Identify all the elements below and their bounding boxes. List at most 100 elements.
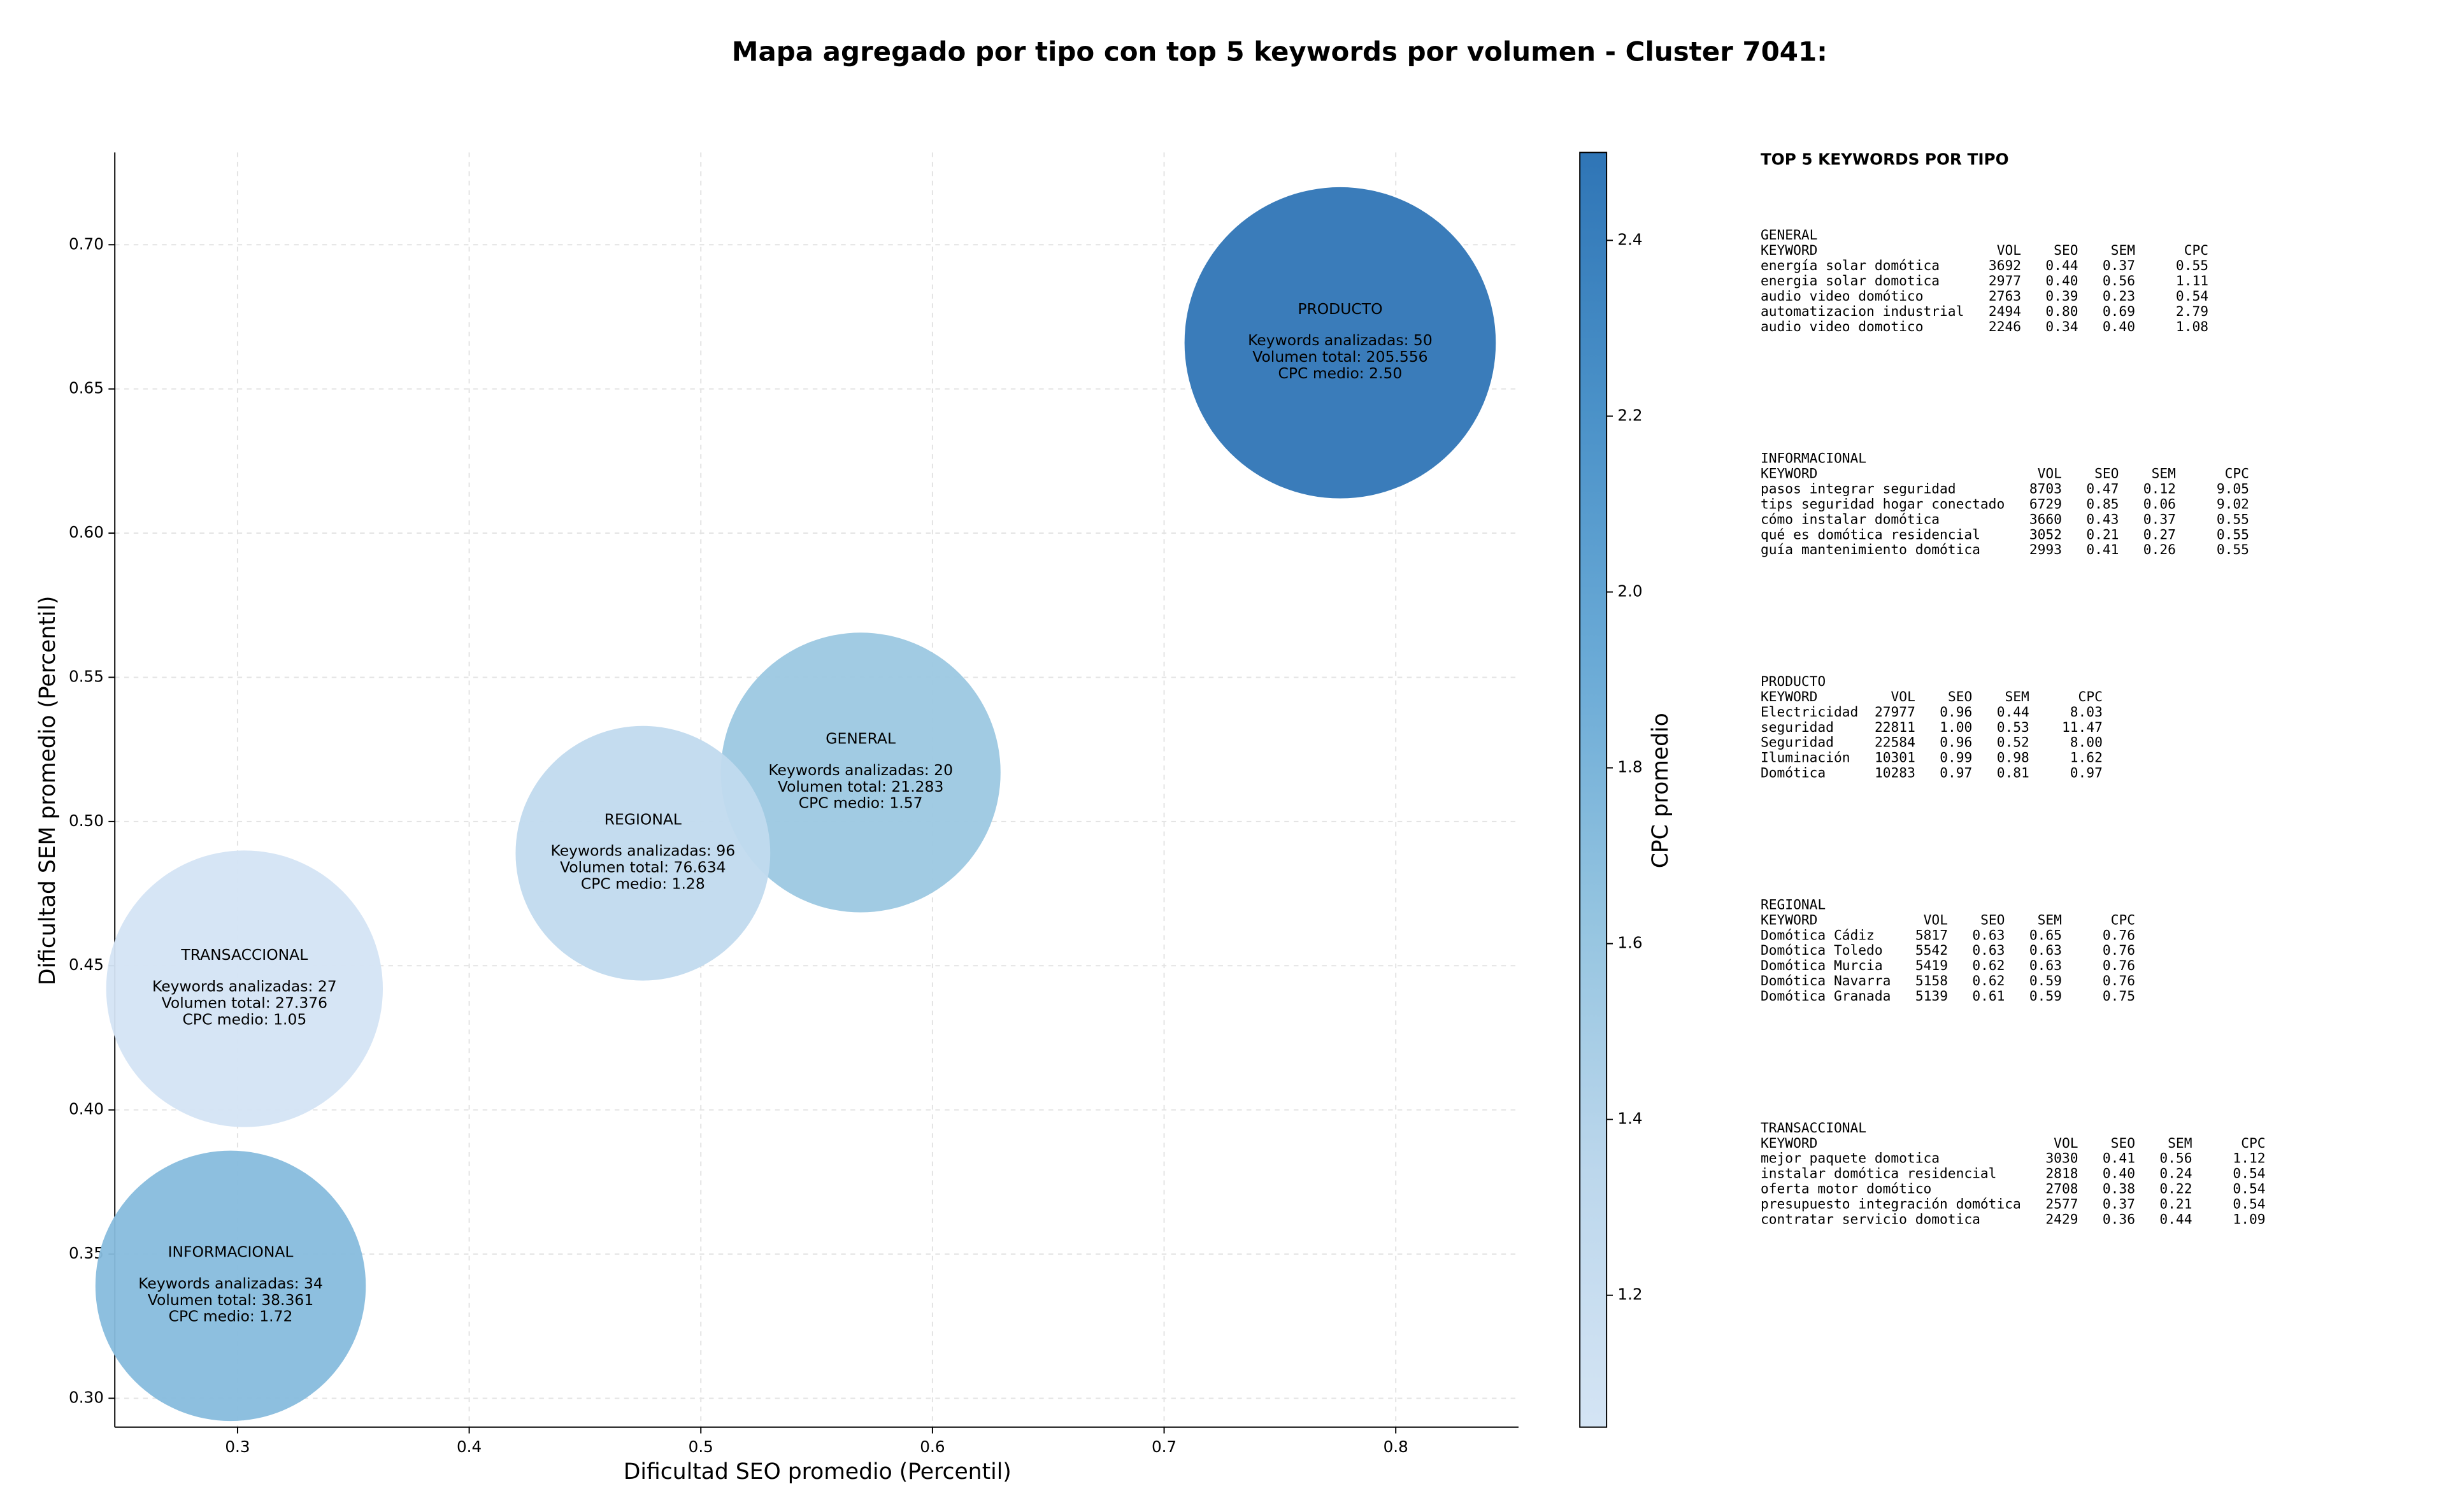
- table-cell: 2763: [1989, 289, 2021, 304]
- table-cell: 8703: [2029, 481, 2062, 497]
- table-cell: Electricidad: [1761, 704, 1858, 720]
- table-cell: 0.62: [1972, 973, 2005, 989]
- colorbar-tick-label: 1.4: [1617, 1109, 1642, 1128]
- table-cell: 2.79: [2176, 304, 2208, 320]
- table-cell: 5139: [1915, 988, 1948, 1004]
- bubble: [1184, 187, 1496, 499]
- group-name: TRANSACCIONAL: [1761, 1120, 1866, 1136]
- table-cell: 0.23: [2103, 289, 2135, 304]
- table-cell: tips seguridad hogar conectado: [1761, 496, 2005, 512]
- table-cell: 0.63: [1972, 943, 2005, 959]
- group-name: REGIONAL: [1761, 897, 1826, 913]
- bubble-detail: CPC medio: 1.05: [182, 1010, 306, 1028]
- bubble-detail: Volumen total: 205.556: [1252, 348, 1427, 366]
- table-cell: 2429: [2045, 1211, 2078, 1227]
- bubble-detail: Keywords analizadas: 20: [768, 761, 953, 779]
- bubble-detail: Keywords analizadas: 96: [551, 842, 736, 860]
- table-header: KEYWORD: [1761, 243, 1817, 259]
- table-cell: 0.37: [2143, 511, 2176, 527]
- bubble-detail: CPC medio: 1.28: [581, 875, 705, 893]
- table-cell: 0.56: [2159, 1151, 2192, 1167]
- table-header: SEM: [2168, 1136, 2192, 1152]
- y-tick-label: 0.50: [69, 811, 104, 830]
- table-cell: 0.55: [2217, 542, 2249, 558]
- table-cell: 0.41: [2086, 542, 2119, 558]
- table-cell: 2977: [1989, 273, 2021, 289]
- table-cell: 0.54: [2233, 1166, 2265, 1182]
- table-cell: audio video domótico: [1761, 289, 1924, 304]
- table-cell: 0.21: [2086, 527, 2119, 543]
- table-header: VOL: [1924, 912, 1948, 928]
- table-cell: 0.96: [1940, 704, 1972, 720]
- table-cell: 22811: [1875, 720, 1915, 736]
- table-cell: 1.08: [2176, 319, 2208, 335]
- table-header: SEO: [1948, 689, 1972, 705]
- table-cell: 0.21: [2159, 1197, 2192, 1213]
- table-cell: 2993: [2029, 542, 2062, 558]
- table-cell: 11.47: [2062, 720, 2103, 736]
- bubble: [106, 850, 383, 1127]
- table-header: SEM: [2111, 243, 2135, 259]
- table-cell: 0.55: [2217, 511, 2249, 527]
- colorbar-tick-label: 1.8: [1617, 758, 1642, 776]
- table-cell: 0.97: [1940, 766, 1972, 781]
- table-cell: 0.76: [2103, 943, 2135, 959]
- table-cell: 3052: [2029, 527, 2062, 543]
- table-header: CPC: [2241, 1136, 2265, 1152]
- table-cell: mejor paquete domotica: [1761, 1151, 1940, 1167]
- table-cell: 0.26: [2143, 542, 2176, 558]
- chart-title: Mapa agregado por tipo con top 5 keyword…: [732, 36, 1827, 67]
- table-cell: 0.76: [2103, 927, 2135, 943]
- table-cell: 27977: [1875, 704, 1915, 720]
- group-name: GENERAL: [1761, 227, 1817, 243]
- bubble-detail: Keywords analizadas: 50: [1248, 331, 1433, 349]
- table-cell: 0.54: [2176, 289, 2208, 304]
- bubble-label: PRODUCTO: [1298, 300, 1382, 318]
- table-cell: contratar servicio domotica: [1761, 1211, 1980, 1227]
- table-header: CPC: [2078, 689, 2103, 705]
- table-header: CPC: [2111, 912, 2135, 928]
- table-cell: 0.37: [2103, 1197, 2135, 1213]
- table-cell: 2246: [1989, 319, 2021, 335]
- colorbar-tick-label: 1.6: [1617, 934, 1642, 952]
- table-cell: 0.24: [2159, 1166, 2192, 1182]
- table-cell: Seguridad: [1761, 735, 1834, 751]
- table-cell: 0.55: [2176, 258, 2208, 274]
- table-cell: 0.22: [2159, 1181, 2192, 1197]
- table-cell: 0.34: [2045, 319, 2078, 335]
- bubble-detail: Volumen total: 21.283: [778, 778, 943, 795]
- y-tick-label: 0.55: [69, 667, 104, 685]
- table-cell: 0.54: [2233, 1181, 2265, 1197]
- bubble-detail: Volumen total: 38.361: [148, 1291, 313, 1309]
- table-header: VOL: [1891, 689, 1915, 705]
- table-cell: 0.40: [2045, 273, 2078, 289]
- table-cell: 5419: [1915, 958, 1948, 974]
- table-cell: 5158: [1915, 973, 1948, 989]
- table-cell: 0.37: [2103, 258, 2135, 274]
- table-cell: 0.59: [2029, 988, 2062, 1004]
- table-header: VOL: [1997, 243, 2021, 259]
- table-cell: 1.12: [2233, 1151, 2265, 1167]
- colorbar: [1579, 152, 1608, 1428]
- bubble-detail: Keywords analizadas: 34: [138, 1274, 323, 1292]
- table-header: KEYWORD: [1761, 912, 1817, 928]
- table-cell: 0.54: [2233, 1197, 2265, 1213]
- table-cell: 2708: [2045, 1181, 2078, 1197]
- table-cell: 0.62: [1972, 958, 2005, 974]
- table-cell: 0.40: [2103, 1166, 2135, 1182]
- table-cell: 0.44: [2045, 258, 2078, 274]
- bubble-detail: CPC medio: 1.57: [799, 794, 923, 812]
- table-cell: 0.75: [2103, 988, 2135, 1004]
- table-cell: 1.09: [2233, 1211, 2265, 1227]
- table-cell: oferta motor domótico: [1761, 1181, 1931, 1197]
- table-cell: 22584: [1875, 735, 1915, 751]
- table-cell: Domótica: [1761, 766, 1826, 781]
- y-tick-label: 0.40: [69, 1100, 104, 1118]
- table-cell: 1.11: [2176, 273, 2208, 289]
- bubble: [515, 725, 771, 981]
- table-cell: 2494: [1989, 304, 2021, 320]
- table-cell: instalar domótica residencial: [1761, 1166, 1996, 1182]
- table-cell: 0.56: [2103, 273, 2135, 289]
- table-cell: 0.43: [2086, 511, 2119, 527]
- x-tick-label: 0.4: [457, 1437, 482, 1456]
